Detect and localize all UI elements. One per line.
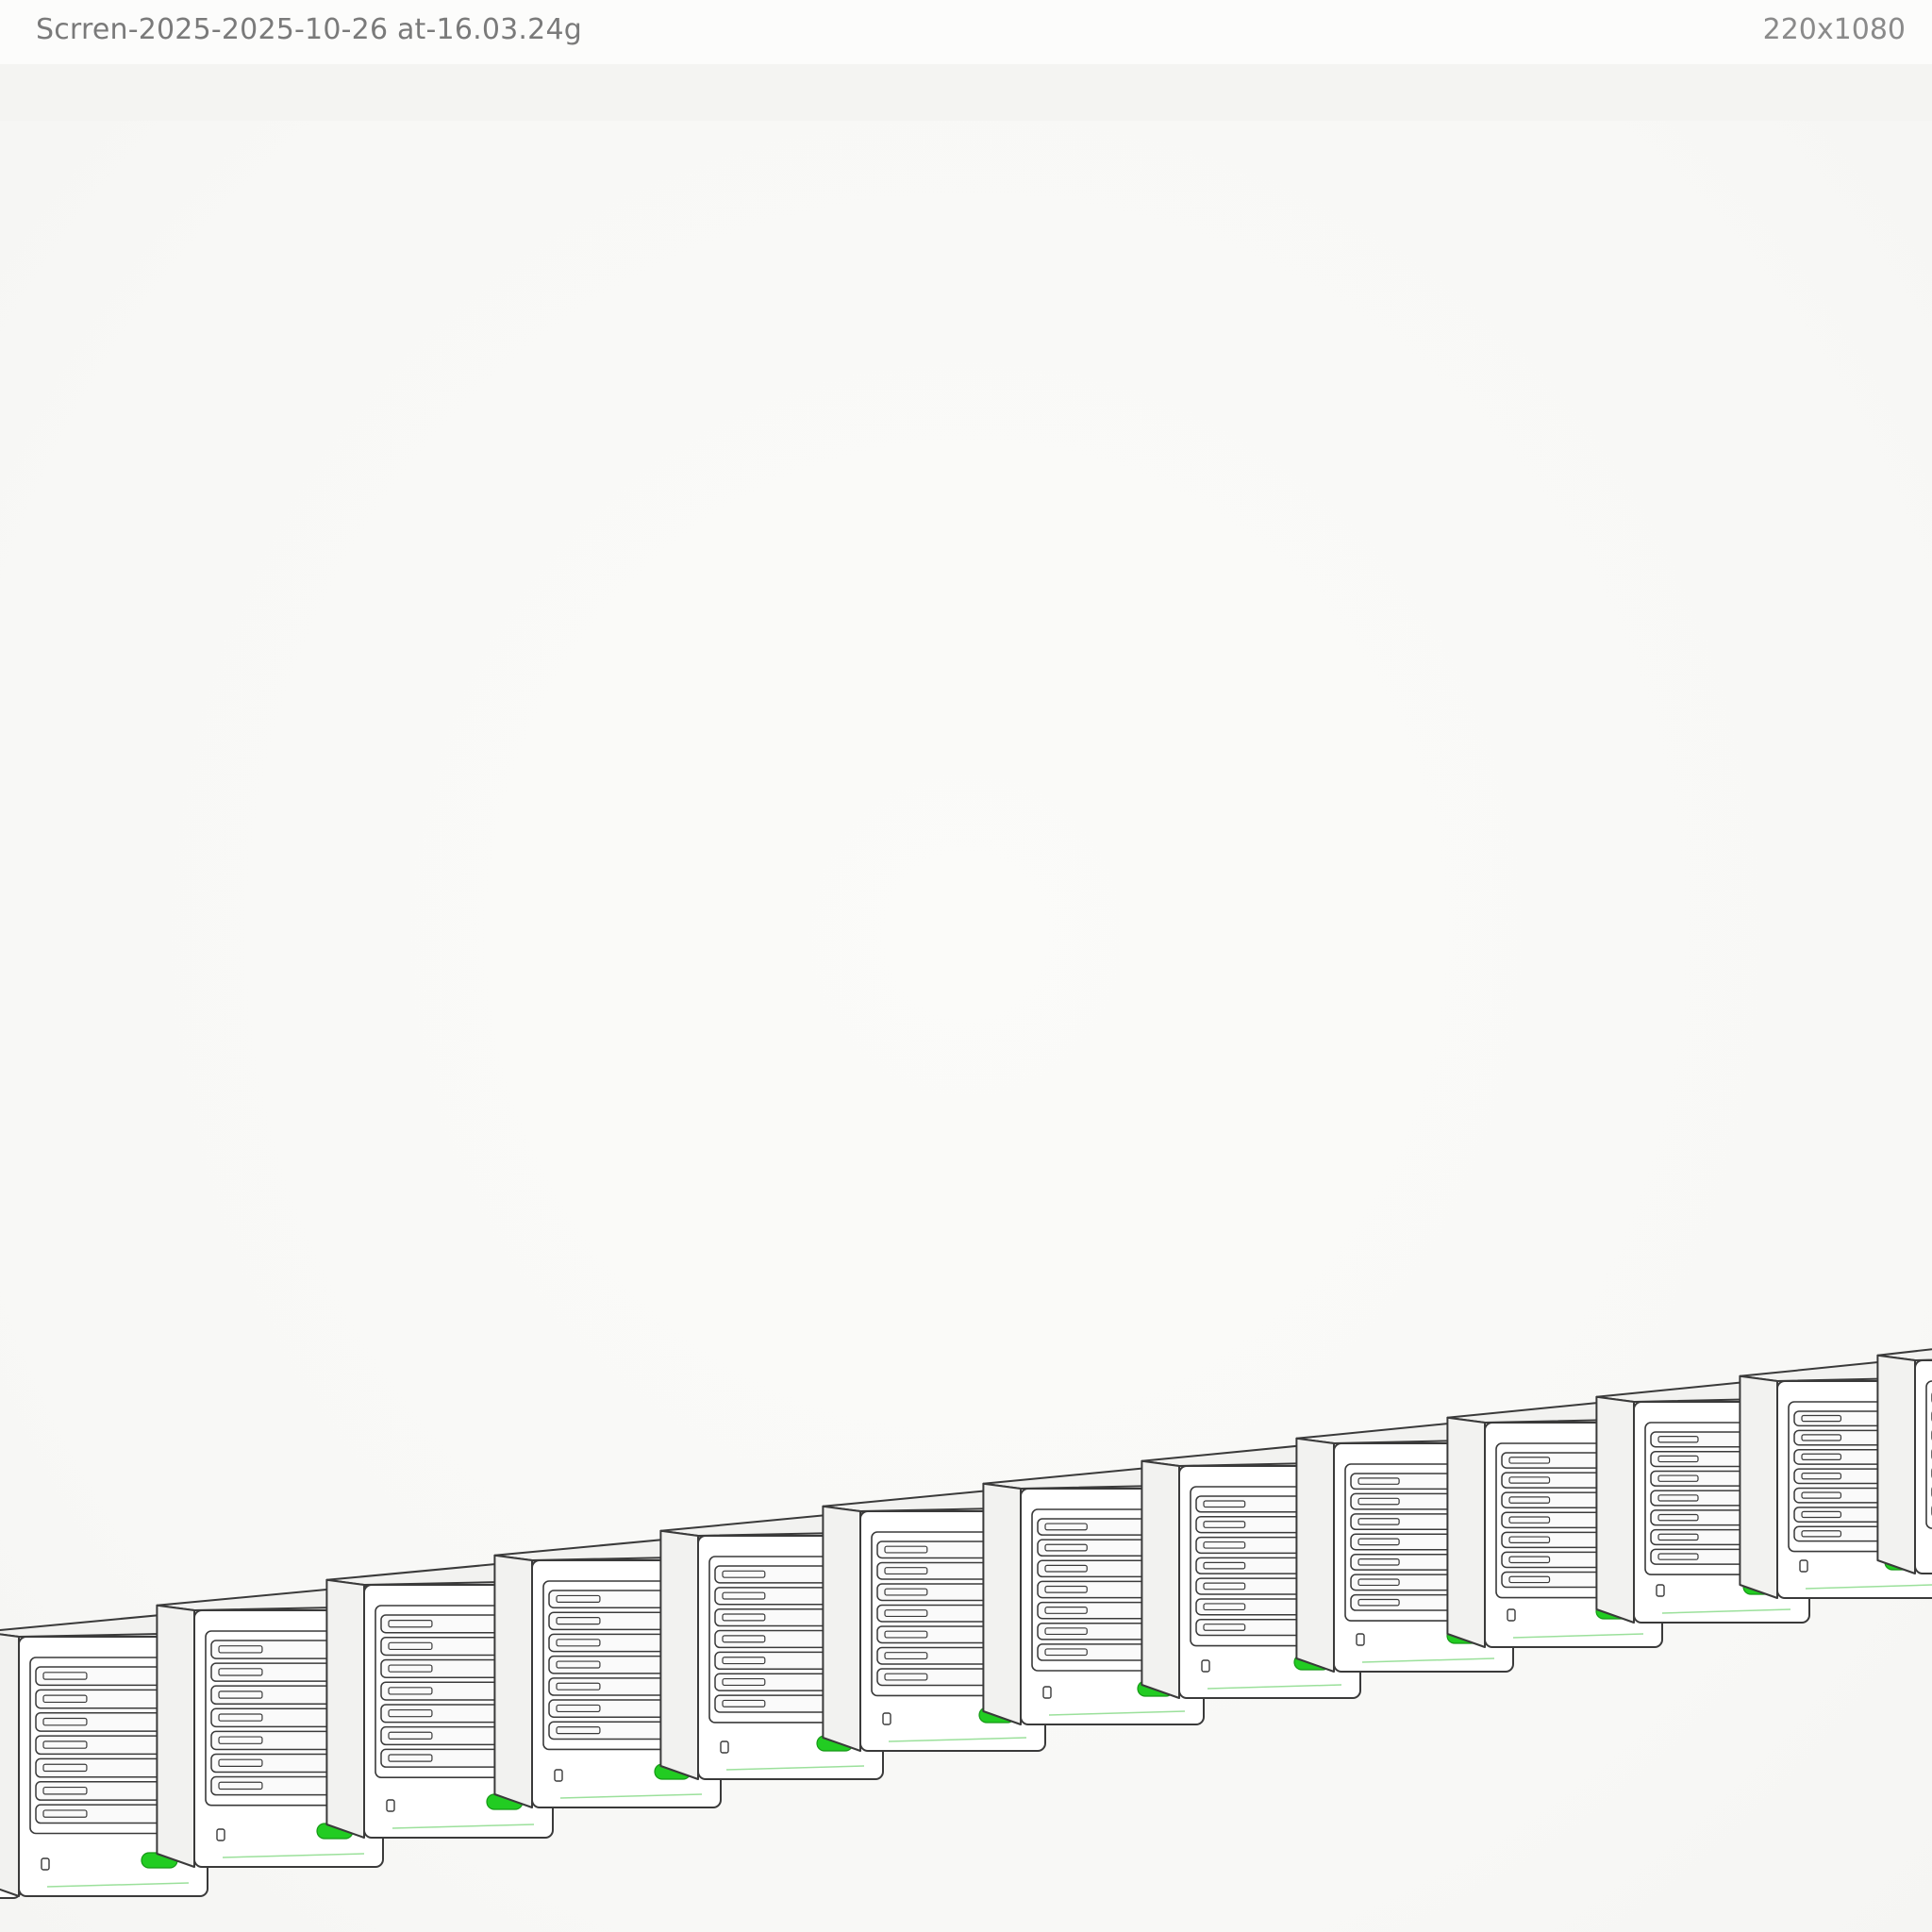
server-tower — [1876, 1348, 1932, 1574]
file-name-label: Scrren-2025-2025-10-26 at-16.03.24g — [36, 13, 582, 46]
title-bar: Scrren-2025-2025-10-26 at-16.03.24g 220x… — [0, 0, 1932, 64]
image-dimensions-label: 220x1080 — [1762, 13, 1906, 46]
toolbar-strip — [0, 64, 1932, 121]
